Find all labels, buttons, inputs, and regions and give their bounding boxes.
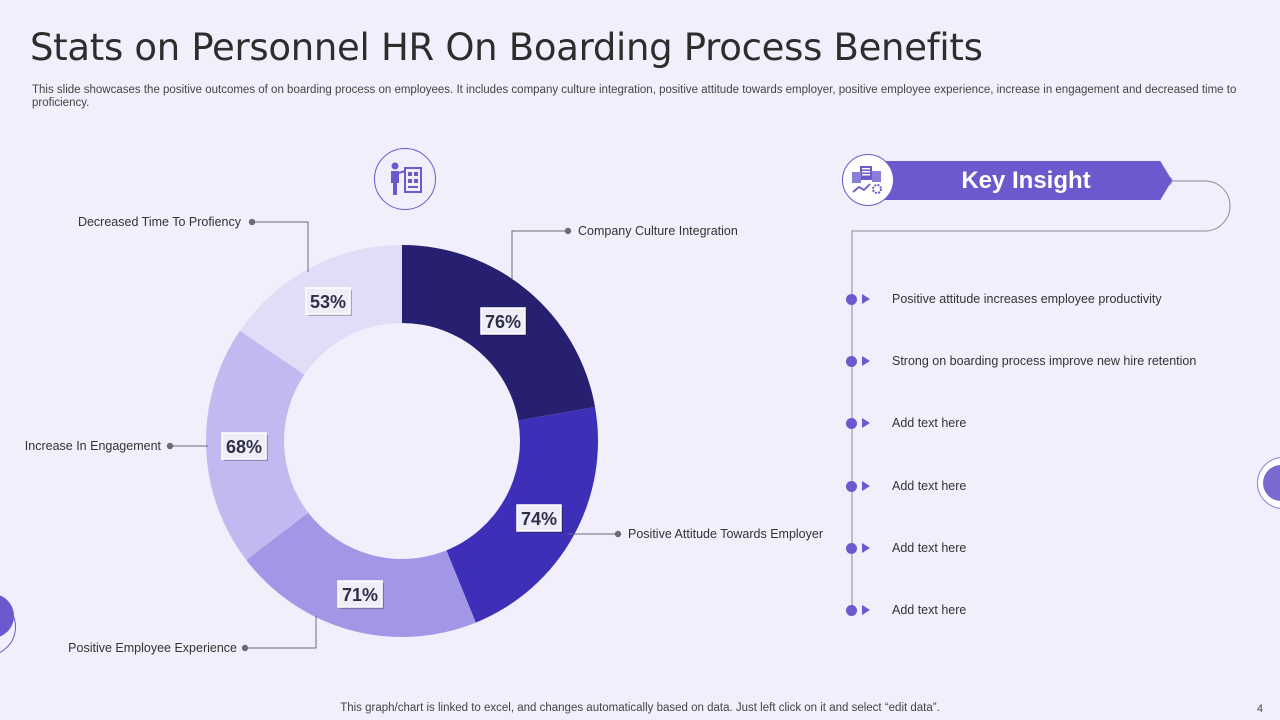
analytics-icon xyxy=(842,154,894,206)
employee-presentation-icon xyxy=(374,148,436,210)
value-box xyxy=(337,580,383,608)
bullet-dot-icon xyxy=(846,417,857,429)
value-box xyxy=(221,432,267,460)
insight-item-text: Add text here xyxy=(892,479,967,493)
arrow-right-icon xyxy=(862,605,870,615)
leader-dot xyxy=(564,227,572,235)
data-label: 76% xyxy=(485,312,521,332)
data-label: 53% xyxy=(310,292,346,312)
insight-item-text: Positive attitude increases employee pro… xyxy=(892,292,1162,306)
arrow-right-icon xyxy=(862,543,870,553)
key-insight-title: Key Insight xyxy=(961,166,1091,194)
value-box xyxy=(480,307,526,335)
category-label: Decreased Time To Profiency xyxy=(78,215,242,229)
insight-item: Add text here xyxy=(846,538,966,558)
bullet-dot-icon xyxy=(846,293,857,305)
insight-item: Strong on boarding process improve new h… xyxy=(846,351,1196,371)
insight-item: Positive attitude increases employee pro… xyxy=(846,289,1162,309)
right-edge-decoration xyxy=(1263,465,1280,501)
slide-subtitle: This slide showcases the positive outcom… xyxy=(32,84,1237,109)
leader-dot xyxy=(166,442,174,450)
arrow-right-icon xyxy=(862,418,870,428)
insight-item-text: Strong on boarding process improve new h… xyxy=(892,354,1197,368)
arrow-right-icon xyxy=(862,294,870,304)
arrow-right-icon xyxy=(862,481,870,491)
bullet-dot-icon xyxy=(846,604,857,616)
data-label: 71% xyxy=(342,585,378,605)
bullet-dot-icon xyxy=(846,542,857,554)
page-number: 4 xyxy=(1256,703,1263,715)
leader-line xyxy=(245,616,317,649)
insight-item: Add text here xyxy=(846,476,966,496)
data-label: 74% xyxy=(521,509,557,529)
arrow-right-icon xyxy=(862,356,870,366)
leader-line xyxy=(511,230,568,279)
slide-title: Stats on Personnel HR On Boarding Proces… xyxy=(30,26,983,69)
leader-dot xyxy=(614,530,622,538)
category-label: Positive Attitude Towards Employer xyxy=(628,527,823,541)
data-label: 68% xyxy=(226,437,262,457)
leader-dot xyxy=(248,218,256,226)
key-insight-banner: Key Insight xyxy=(880,161,1172,200)
value-box xyxy=(516,504,562,532)
value-box xyxy=(305,287,351,315)
leader-dot xyxy=(241,644,249,652)
insight-item-text: Add text here xyxy=(892,603,967,617)
bullet-dot-icon xyxy=(846,355,857,367)
footer-note: This graph/chart is linked to excel, and… xyxy=(340,702,940,714)
bullet-dot-icon xyxy=(846,480,857,492)
donut-slice-3[interactable] xyxy=(246,512,476,638)
insight-item: Add text here xyxy=(846,413,966,433)
insight-item: Add text here xyxy=(846,600,966,620)
category-label: Increase In Engagement xyxy=(25,439,162,453)
category-label: Company Culture Integration xyxy=(578,224,738,238)
insight-item-text: Add text here xyxy=(892,541,967,555)
insight-item-text: Add text here xyxy=(892,416,967,430)
category-label: Positive Employee Experience xyxy=(68,641,237,655)
leader-line xyxy=(252,221,309,272)
